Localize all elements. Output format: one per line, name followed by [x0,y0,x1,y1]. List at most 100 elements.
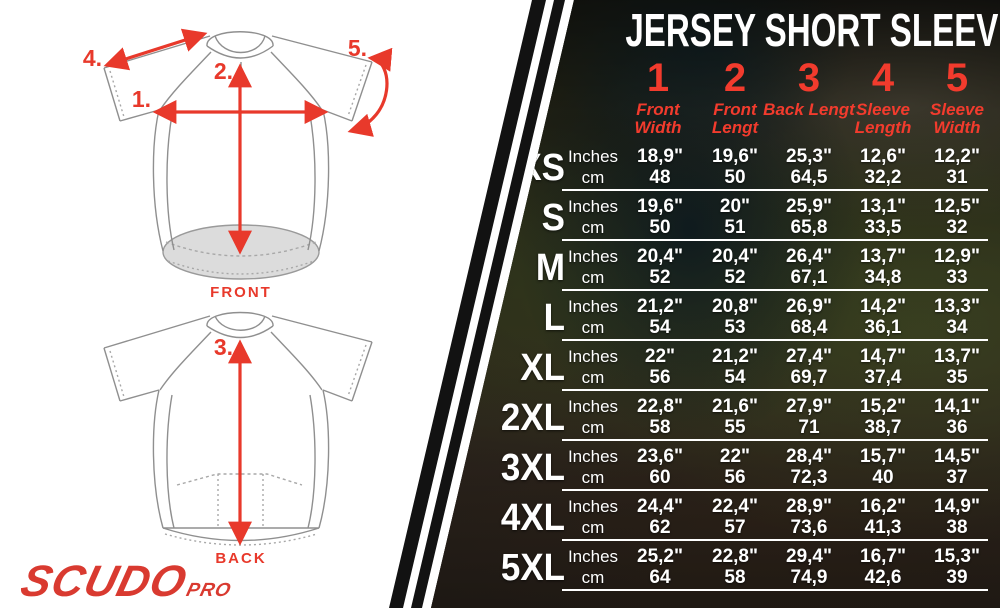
sleeve-length-cell: 13,1" 33,5 [841,196,925,238]
unit-labels: Inches cm [567,196,619,238]
cm-value: 56 [724,467,746,488]
cm-value: 31 [946,167,968,188]
inches-value: 27,4" [786,346,832,367]
inches-unit-label: Inches [567,547,619,566]
brand-logo: SCUDOPRO [16,557,239,606]
cm-value: 48 [649,167,671,188]
inches-value: 16,2" [860,496,906,517]
inches-unit-label: Inches [567,247,619,266]
cm-value: 32 [946,217,968,238]
front-width-cell: 20,4" 52 [618,246,702,288]
sleeve-length-cell: 14,7" 37,4 [841,346,925,388]
cm-value: 39 [946,567,968,588]
back-length-cell: 29,4" 74,9 [767,546,851,588]
inches-value: 12,5" [934,196,980,217]
size-row: XS Inches cm 18,9" 48 19,6" 50 25,3" 64,5 1… [431,143,1000,193]
diagram-panel: 1. 2. 4. 5. FRONT [0,0,470,608]
row-divider [562,589,988,591]
cm-value: 40 [872,467,894,488]
unit-labels: Inches cm [567,296,619,338]
arrow-sleeve-width [347,47,393,137]
front-length-cell: 20" 51 [693,196,777,238]
cm-value: 52 [724,267,746,288]
front-length-cell: 20,4" 52 [693,246,777,288]
cm-value: 37 [946,467,968,488]
cm-unit-label: cm [581,318,605,337]
cm-value: 35 [946,367,968,388]
size-label: XL [520,347,565,389]
back-length-cell: 26,9" 68,4 [767,296,851,338]
cm-unit-label: cm [581,418,605,437]
front-length-cell: 20,8" 53 [693,296,777,338]
inches-value: 13,7" [860,246,906,267]
size-label: 4XL [500,497,565,539]
cm-value: 67,1 [790,267,828,288]
inches-value: 13,1" [860,196,906,217]
size-label: 2XL [500,397,565,439]
size-label: 3XL [500,447,565,489]
inches-value: 28,4" [786,446,832,467]
inches-value: 22,4" [712,496,758,517]
cm-unit-label: cm [581,218,605,237]
row-divider [562,389,988,391]
back-jersey-drawing [103,311,373,546]
inches-value: 28,9" [786,496,832,517]
inches-value: 21,2" [712,346,758,367]
front-width-cell: 21,2" 54 [618,296,702,338]
cm-value: 57 [724,517,746,538]
front-width-cell: 22" 56 [618,346,702,388]
brand-suffix: PRO [184,580,234,601]
callout-1: 1. [132,86,151,112]
inches-value: 21,2" [637,296,683,317]
unit-labels: Inches cm [567,146,619,188]
size-label: S [541,197,565,239]
column-label: Sleeve Length [854,100,912,137]
cm-value: 33,5 [864,217,902,238]
column-number: 5 [945,56,969,100]
cm-value: 36 [946,417,968,438]
front-length-cell: 22,8" 58 [693,546,777,588]
cm-value: 32,2 [864,167,902,188]
inches-value: 13,3" [934,296,980,317]
inches-value: 29,4" [786,546,832,567]
cm-value: 33 [946,267,968,288]
cm-value: 56 [649,367,671,388]
front-label: FRONT [210,284,272,301]
back-label: BACK [215,550,266,567]
inches-value: 20" [719,196,751,217]
front-width-cell: 23,6" 60 [618,446,702,488]
cm-value: 50 [649,217,671,238]
sleeve-length-cell: 16,2" 41,3 [841,496,925,538]
column-number: 2 [723,56,747,100]
size-row: 3XL Inches cm 23,6" 60 22" 56 28,4" 72,3 15… [431,443,1000,493]
unit-labels: Inches cm [567,346,619,388]
arrow-sleeve-length [103,28,208,71]
unit-labels: Inches cm [567,546,619,588]
inches-value: 14,9" [934,496,980,517]
cm-value: 36,1 [864,317,902,338]
sleeve-length-cell: 15,7" 40 [841,446,925,488]
cm-value: 54 [724,367,746,388]
inches-value: 16,7" [860,546,906,567]
inches-value: 15,3" [934,546,980,567]
back-length-cell: 25,3" 64,5 [767,146,851,188]
inches-value: 20,4" [712,246,758,267]
size-row: 5XL Inches cm 25,2" 64 22,8" 58 29,4" 74,9 … [431,543,1000,593]
column-label: Front Lengt [711,100,759,137]
sleeve-length-cell: 15,2" 38,7 [841,396,925,438]
unit-labels: Inches cm [567,496,619,538]
back-length-cell: 28,4" 72,3 [767,446,851,488]
callout-3: 3. [214,334,233,360]
callout-5: 5. [348,35,367,61]
inches-unit-label: Inches [567,347,619,366]
cm-unit-label: cm [581,268,605,287]
column-label: Front Width [634,100,682,137]
column-number: 1 [646,56,670,100]
cm-value: 71 [798,417,820,438]
front-length-cell: 22" 56 [693,446,777,488]
back-length-cell: 27,9" 71 [767,396,851,438]
column-header-sleeve-length: 4 Sleeve Length [837,56,929,137]
inches-value: 22" [719,446,751,467]
